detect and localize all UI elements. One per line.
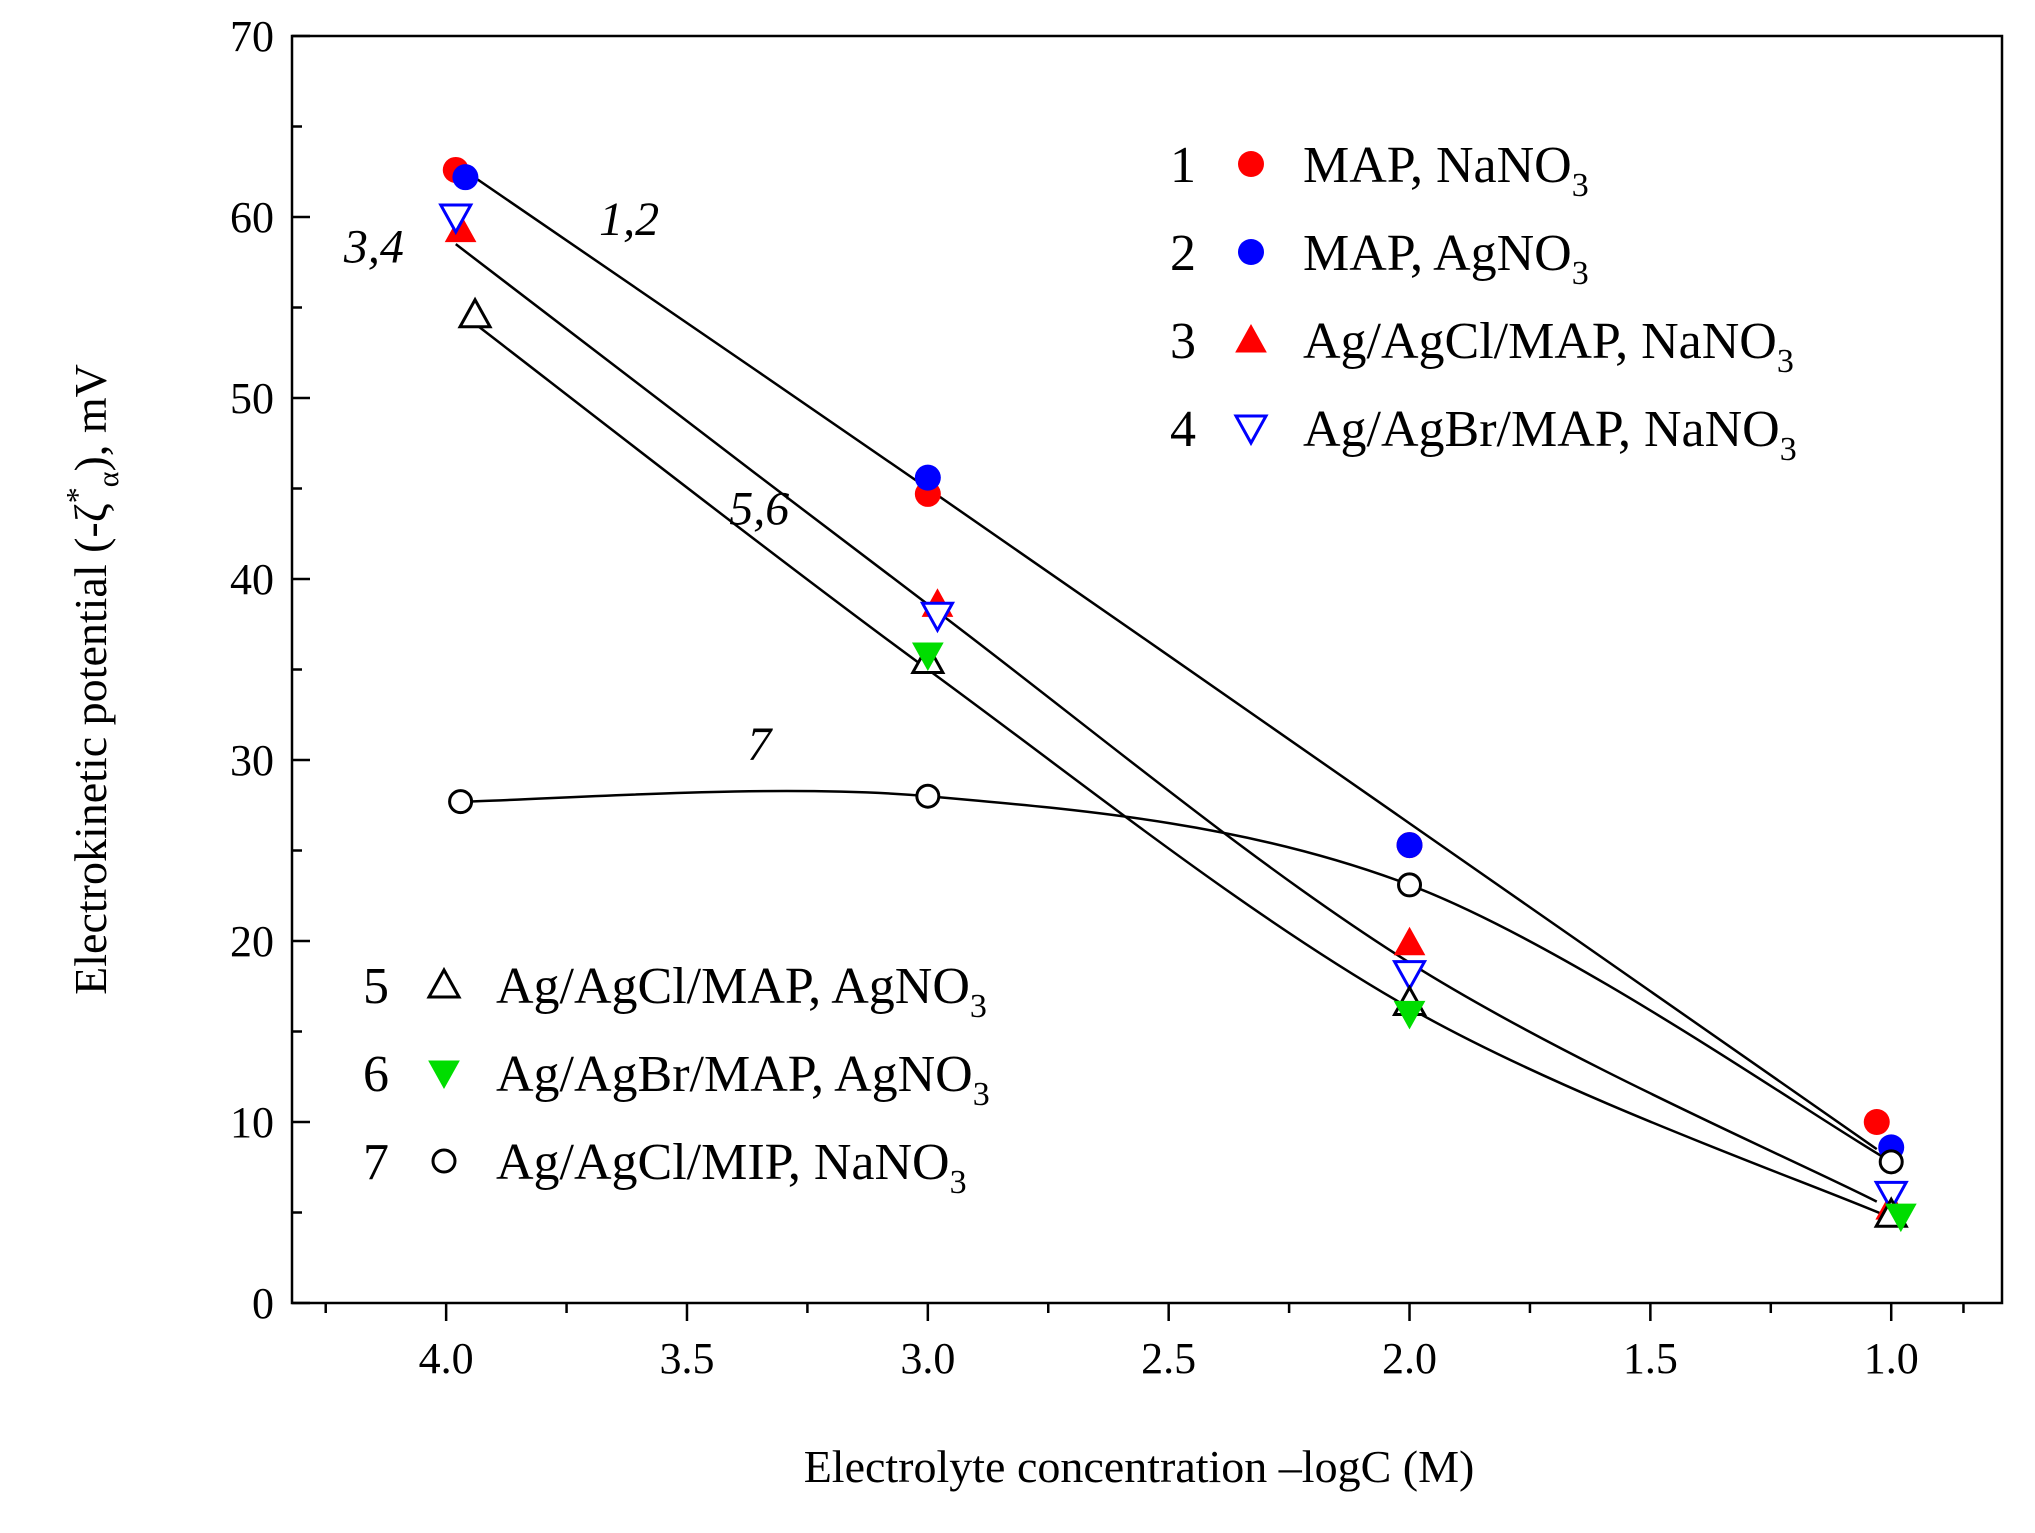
- plot-frame: [290, 34, 2004, 1305]
- legend-entry-5: 5 Ag/AgCl/MAP, AgNO3: [363, 958, 987, 1025]
- data-point-series-4: [1873, 1180, 1909, 1213]
- data-point-series-4: [919, 601, 956, 634]
- legend-marker: [426, 966, 462, 999]
- y-tick-label: 70: [230, 12, 274, 61]
- legend-marker: [1238, 151, 1264, 177]
- legend-entry-6: 6 Ag/AgBr/MAP, AgNO3: [363, 1046, 990, 1113]
- x-tick-label: 2.5: [1141, 1334, 1196, 1383]
- y-tick-label: 50: [230, 374, 274, 423]
- fit-lines-layer: [455, 163, 1892, 1220]
- legend-label: Ag/AgCl/MAP, NaNO3: [1303, 313, 1794, 380]
- legend-marker: [1235, 323, 1267, 353]
- data-point-series-7: [915, 783, 941, 809]
- data-point-series-1: [1863, 1109, 1890, 1135]
- legend-marker: [428, 1060, 460, 1090]
- data-point-series-5: [457, 296, 493, 329]
- axes-layer: 0 10 20 30 40 50 60 70 4.0 3.5 3.0 2.5 2.0 1.5 1.0 Elec…: [59, 12, 2004, 1492]
- legend-number: 1: [1170, 137, 1196, 194]
- legend-marker: [1238, 239, 1264, 265]
- legend-label: Ag/AgCl/MIP, NaNO3: [496, 1134, 967, 1201]
- curve-label: 7: [747, 718, 773, 771]
- data-point-series-4: [438, 203, 474, 236]
- y-axis-title: Electrokinetic potential (-ζ*α), mV: [59, 364, 125, 995]
- y-tick-label: 60: [230, 193, 274, 242]
- y-tick-label: 10: [230, 1098, 274, 1147]
- legend-number: 3: [1170, 313, 1196, 370]
- data-point-series-2: [1396, 832, 1423, 859]
- legend-entry-2: 2 MAP, AgNO3: [1170, 225, 1589, 292]
- legend-marker: [431, 1148, 457, 1174]
- curve-label: 1,2: [599, 193, 659, 246]
- legend-number: 2: [1170, 225, 1196, 282]
- y-tick-label: 0: [252, 1279, 274, 1328]
- y-tick-label: 40: [230, 555, 274, 604]
- data-point-series-7: [448, 789, 474, 815]
- data-point-series-6: [1393, 1000, 1426, 1030]
- data-point-series-2: [914, 464, 941, 491]
- legend-label: MAP, AgNO3: [1303, 225, 1589, 292]
- legend-number: 7: [363, 1134, 389, 1191]
- data-point-series-6: [911, 642, 944, 672]
- legend-label: Ag/AgBr/MAP, NaNO3: [1303, 401, 1797, 468]
- x-tick-label: 1.5: [1623, 1334, 1678, 1383]
- legend-number: 6: [363, 1046, 389, 1103]
- data-point-series-6: [1884, 1203, 1917, 1233]
- legend-label: Ag/AgCl/MAP, AgNO3: [496, 958, 987, 1025]
- data-point-series-2: [452, 164, 479, 191]
- data-point-series-4: [1391, 960, 1428, 992]
- y-tick-label: 20: [230, 917, 274, 966]
- labels-layer: 1,2 3,4 5,6 7: [343, 193, 789, 771]
- x-tick-label: 1.0: [1864, 1334, 1919, 1383]
- fit-line-5-6: [469, 319, 1892, 1220]
- x-tick-label: 2.0: [1382, 1334, 1437, 1383]
- y-tick-label: 30: [230, 736, 274, 785]
- curve-label: 5,6: [729, 483, 789, 536]
- fit-line-1-2: [455, 163, 1878, 1151]
- legend-label: MAP, NaNO3: [1303, 137, 1589, 204]
- markers-layer: [438, 156, 1917, 1233]
- legend-number: 5: [363, 958, 389, 1015]
- fit-line-7: [460, 789, 1892, 1163]
- legend-marker: [1233, 414, 1269, 447]
- legend-entry-1: 1 MAP, NaNO3: [1170, 137, 1589, 204]
- legend-entry-4: 4 Ag/AgBr/MAP, NaNO3: [1170, 401, 1797, 468]
- legend-layer: 1 MAP, NaNO3 2 MAP, AgNO3 3 Ag/AgCl/MAP, NaNO…: [363, 137, 1797, 1201]
- data-point-series-7: [1878, 1149, 1904, 1175]
- data-point-series-3: [1393, 926, 1426, 956]
- x-tick-label: 3.5: [659, 1334, 714, 1383]
- x-axis-title: Electrolyte concentration –logC (M): [804, 1441, 1475, 1492]
- x-tick-label: 4.0: [419, 1334, 474, 1383]
- fit-line-3-4: [455, 243, 1878, 1203]
- legend-label: Ag/AgBr/MAP, AgNO3: [496, 1046, 990, 1113]
- data-point-series-7: [1397, 872, 1423, 898]
- legend-number: 4: [1170, 401, 1196, 458]
- legend-entry-7: 7 Ag/AgCl/MIP, NaNO3: [363, 1134, 967, 1201]
- x-tick-label: 3.0: [900, 1334, 955, 1383]
- legend-entry-3: 3 Ag/AgCl/MAP, NaNO3: [1170, 313, 1794, 380]
- curve-label: 3,4: [343, 220, 404, 273]
